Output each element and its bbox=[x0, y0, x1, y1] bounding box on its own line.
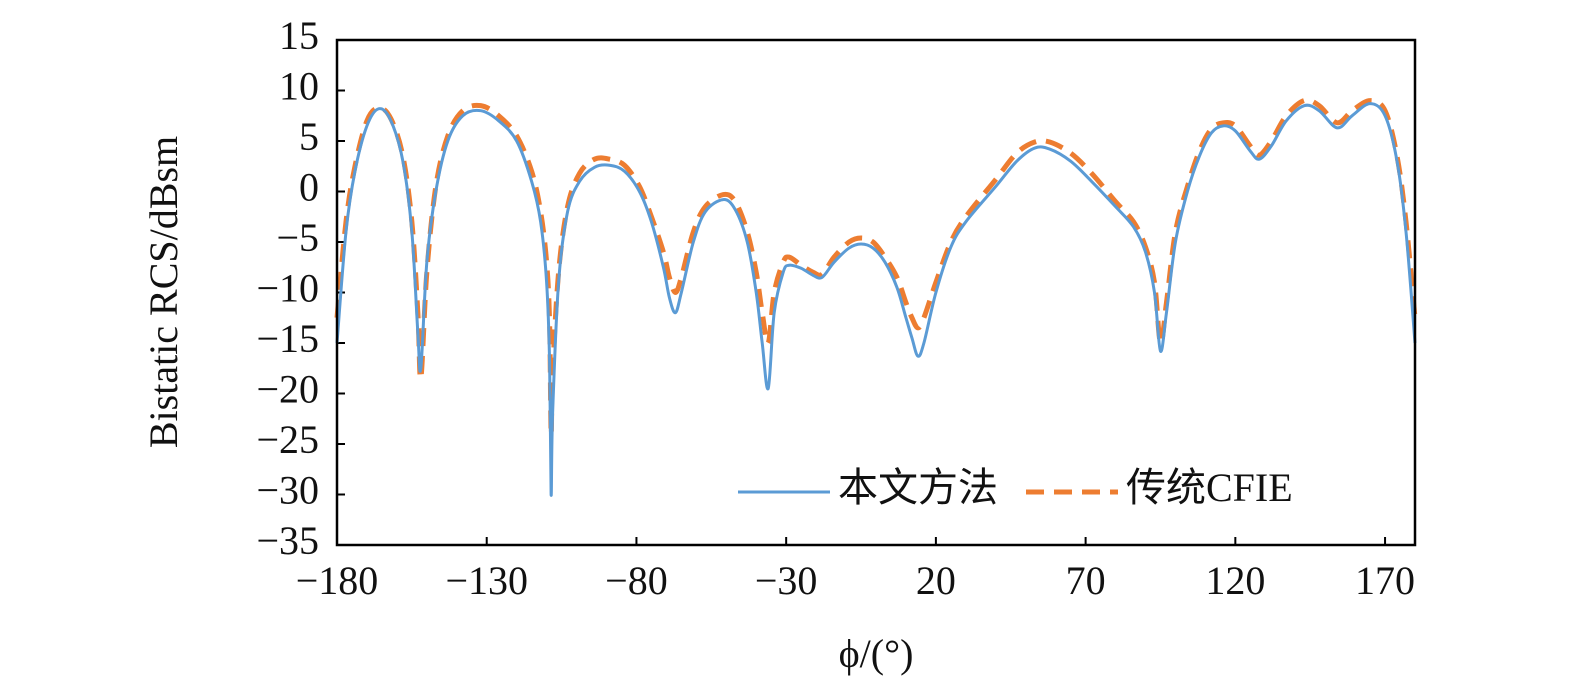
y-tick-label: 0 bbox=[299, 165, 319, 210]
y-axis-label: Bistatic RCS/dBsm bbox=[141, 136, 186, 448]
x-axis-label: ϕ/(°) bbox=[839, 631, 914, 676]
x-tick-label: −30 bbox=[755, 558, 818, 603]
y-tick-label: 10 bbox=[279, 64, 319, 109]
legend-label: 传统CFIE bbox=[1126, 465, 1293, 510]
y-tick-label: −25 bbox=[256, 417, 319, 462]
y-tick-label: −5 bbox=[276, 215, 319, 260]
series-line bbox=[334, 97, 1418, 438]
x-tick-label: 120 bbox=[1205, 558, 1265, 603]
y-tick-label: −20 bbox=[256, 367, 319, 412]
x-tick-label: −80 bbox=[605, 558, 668, 603]
plot-frame bbox=[335, 38, 1417, 547]
y-tick-label: −15 bbox=[256, 316, 319, 361]
y-tick-label: 5 bbox=[299, 114, 319, 159]
series-line bbox=[335, 102, 1417, 497]
y-tick-label: −30 bbox=[256, 468, 319, 513]
legend-label: 本文方法 bbox=[838, 465, 998, 510]
y-tick-label: −35 bbox=[256, 518, 319, 563]
y-tick-label: 15 bbox=[279, 13, 319, 58]
y-tick-label: −10 bbox=[256, 266, 319, 311]
x-tick-label: 170 bbox=[1355, 558, 1415, 603]
x-tick-label: −180 bbox=[296, 558, 379, 603]
x-tick-label: 20 bbox=[916, 558, 956, 603]
x-tick-label: 70 bbox=[1066, 558, 1106, 603]
x-tick-label: −130 bbox=[445, 558, 528, 603]
